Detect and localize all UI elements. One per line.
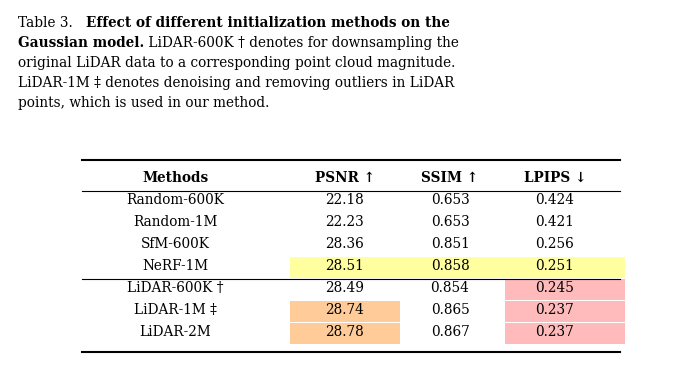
Text: 0.256: 0.256: [536, 237, 574, 251]
Text: 0.653: 0.653: [431, 215, 469, 229]
Bar: [400, 257, 505, 278]
Text: LiDAR-600K †: LiDAR-600K †: [127, 281, 223, 295]
Text: 0.237: 0.237: [536, 303, 574, 317]
Bar: [290, 301, 400, 322]
Text: 0.851: 0.851: [431, 237, 469, 251]
Text: 22.18: 22.18: [325, 193, 364, 207]
Text: 28.78: 28.78: [325, 325, 364, 339]
Text: 22.23: 22.23: [325, 215, 364, 229]
Text: Methods: Methods: [142, 171, 208, 185]
Text: Random-1M: Random-1M: [133, 215, 217, 229]
Text: 0.424: 0.424: [536, 193, 574, 207]
Text: 0.421: 0.421: [536, 215, 574, 229]
Text: original LiDAR data to a corresponding point cloud magnitude.: original LiDAR data to a corresponding p…: [18, 56, 456, 70]
Text: 28.51: 28.51: [325, 259, 364, 273]
Text: 0.867: 0.867: [431, 325, 469, 339]
Bar: [505, 257, 625, 278]
Text: 28.36: 28.36: [325, 237, 364, 251]
Text: 0.865: 0.865: [431, 303, 469, 317]
Text: points, which is used in our method.: points, which is used in our method.: [18, 96, 269, 110]
Text: Gaussian model.: Gaussian model.: [18, 36, 144, 50]
Text: 0.854: 0.854: [431, 281, 469, 295]
Text: 0.858: 0.858: [431, 259, 469, 273]
Bar: [290, 323, 400, 344]
Text: LiDAR-1M ‡ denotes denoising and removing outliers in LiDAR: LiDAR-1M ‡ denotes denoising and removin…: [18, 76, 454, 90]
Text: SfM-600K: SfM-600K: [140, 237, 210, 251]
Bar: [290, 257, 400, 278]
Text: LiDAR-1M ‡: LiDAR-1M ‡: [134, 303, 216, 317]
Text: 0.251: 0.251: [536, 259, 574, 273]
Text: 0.237: 0.237: [536, 325, 574, 339]
Text: Table 3.: Table 3.: [18, 16, 86, 30]
Bar: [505, 323, 625, 344]
Text: LPIPS ↓: LPIPS ↓: [524, 171, 586, 185]
Text: LiDAR-600K † denotes for downsampling the: LiDAR-600K † denotes for downsampling th…: [144, 36, 459, 50]
Text: LiDAR-2M: LiDAR-2M: [139, 325, 211, 339]
Text: 28.49: 28.49: [325, 281, 365, 295]
Text: 0.653: 0.653: [431, 193, 469, 207]
Text: 0.245: 0.245: [536, 281, 574, 295]
Text: SSIM ↑: SSIM ↑: [422, 171, 479, 185]
Bar: [505, 301, 625, 322]
Text: Random-600K: Random-600K: [126, 193, 224, 207]
Text: Effect of different initialization methods on the: Effect of different initialization metho…: [86, 16, 450, 30]
Text: NeRF-1M: NeRF-1M: [142, 259, 208, 273]
Bar: [505, 279, 625, 300]
Text: 28.74: 28.74: [325, 303, 365, 317]
Text: PSNR ↑: PSNR ↑: [315, 171, 375, 185]
